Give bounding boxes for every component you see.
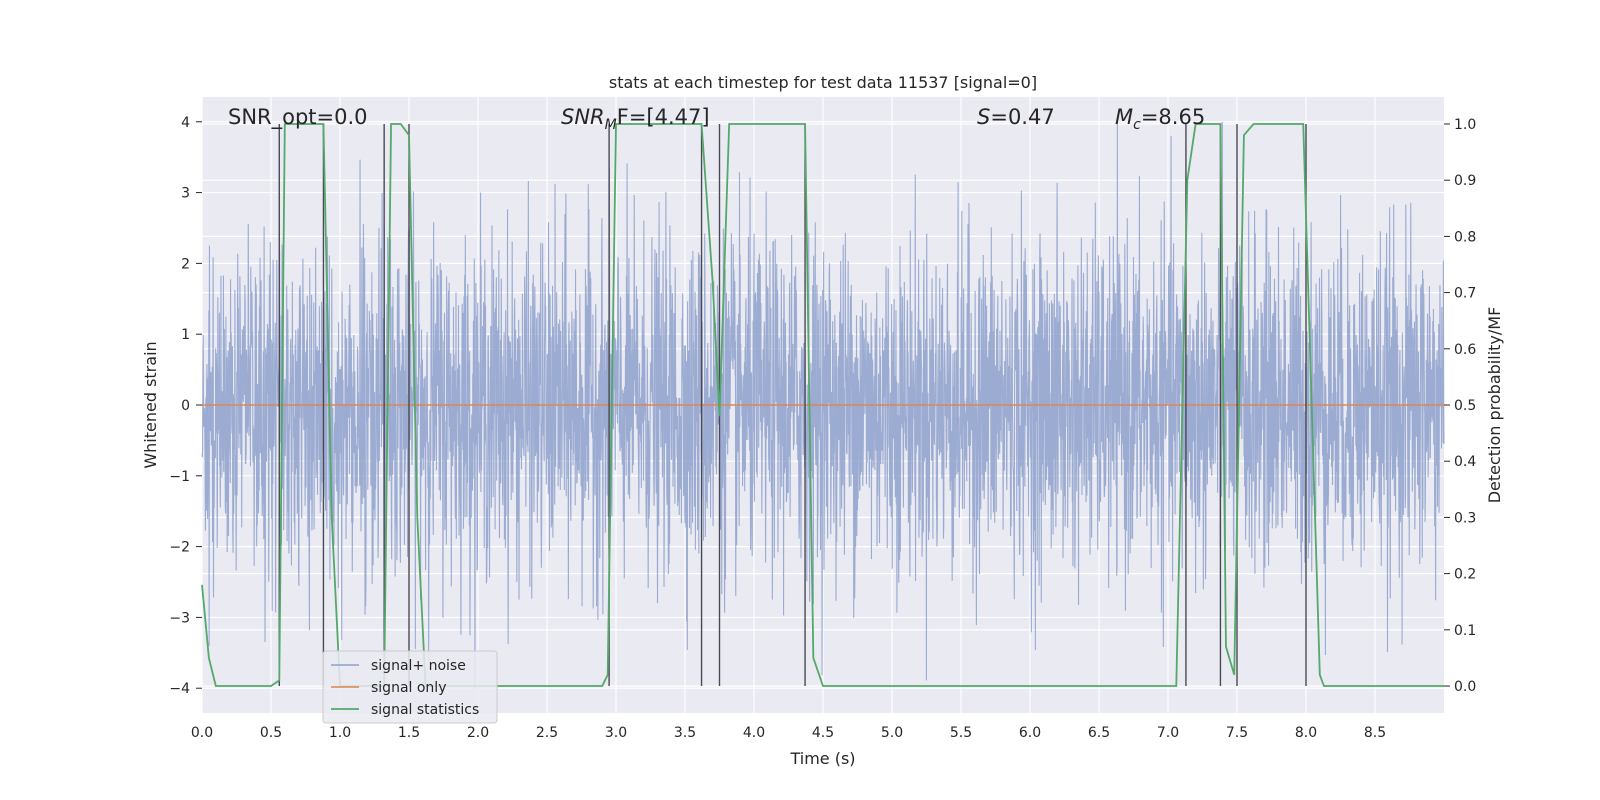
x-tick-label: 1.0	[329, 725, 351, 741]
legend-label-signal-statistics: signal statistics	[371, 702, 479, 718]
y2-tick-label: 0.2	[1454, 567, 1476, 583]
chart-title: stats at each timestep for test data 115…	[609, 73, 1037, 92]
y2-axis-ticks: 0.0 0.1 0.2 0.3 0.4 0.5 0.6 0.7 0.8 0.9 1.0	[1444, 117, 1476, 695]
x-tick-label: 7.5	[1226, 725, 1248, 741]
annotation-snr-opt: SNR_opt=0.0	[228, 105, 368, 130]
y2-tick-label: 0.5	[1454, 398, 1476, 414]
y-axis-label: Whitened strain	[141, 341, 160, 468]
annotation-mc-value: =8.65	[1141, 105, 1205, 129]
x-tick-label: 6.0	[1019, 725, 1041, 741]
y2-tick-label: 0.6	[1454, 342, 1476, 358]
y2-tick-label: 0.4	[1454, 454, 1476, 470]
y-tick-label: 4	[181, 115, 190, 131]
y-tick-label: −4	[169, 681, 190, 697]
y-tick-label: 1	[181, 327, 190, 343]
annotation-snr-mf: SNRMF=[4.47]	[561, 105, 710, 133]
y2-axis-label: Detection probability/MF	[1485, 307, 1504, 504]
y2-tick-label: 1.0	[1454, 117, 1476, 133]
y2-tick-label: 0.8	[1454, 229, 1476, 245]
y2-tick-label: 0.1	[1454, 623, 1476, 639]
y2-tick-label: 0.7	[1454, 286, 1476, 302]
annotation-mc-subscript: c	[1133, 117, 1141, 133]
annotation-s-stat: S=0.47	[977, 105, 1055, 129]
x-axis-ticks: 0.0 0.5 1.0 1.5 2.0 2.5 3.0 3.5 4.0 4.5 5.0 5.5 6.0 6…	[191, 725, 1386, 741]
y2-tick-label: 0.9	[1454, 173, 1476, 189]
y-tick-label: 3	[181, 186, 190, 202]
legend-label-signal-only: signal only	[371, 680, 446, 696]
legend-label-signal-noise: signal+ noise	[371, 658, 466, 674]
legend-box	[322, 650, 498, 724]
annotation-snr-mf-symbol: SNR	[561, 105, 605, 129]
y-tick-label: −1	[169, 469, 190, 485]
x-tick-label: 4.0	[743, 725, 765, 741]
x-tick-label: 4.5	[812, 725, 834, 741]
y-tick-label: 0	[181, 398, 190, 414]
x-tick-label: 5.5	[950, 725, 972, 741]
x-tick-label: 1.5	[398, 725, 420, 741]
y-axis-ticks: −4 −3 −2 −1 0 1 2 3 4	[169, 115, 202, 697]
annotation-snr-mf-subscript: M	[605, 117, 617, 133]
annotation-snr-mf-value: F=[4.47]	[617, 105, 710, 129]
x-tick-label: 8.5	[1364, 725, 1386, 741]
x-tick-label: 5.0	[881, 725, 903, 741]
x-tick-label: 0.5	[260, 725, 282, 741]
y2-tick-label: 0.3	[1454, 510, 1476, 526]
x-tick-label: 3.0	[605, 725, 627, 741]
legend: signal+ noise signal only signal statist…	[322, 650, 498, 724]
series-signal-statistics	[201, 123, 1444, 687]
annotation-s-value: =0.47	[990, 105, 1054, 129]
annotation-mc: Mc=8.65	[1115, 105, 1205, 133]
x-tick-label: 8.0	[1295, 725, 1317, 741]
x-tick-label: 2.5	[536, 725, 558, 741]
x-axis-label: Time (s)	[789, 749, 855, 768]
y2-tick-label: 0.0	[1454, 679, 1476, 695]
y-tick-label: 2	[181, 256, 190, 272]
annotation-mc-symbol: M	[1115, 105, 1133, 129]
y-tick-label: −3	[169, 610, 190, 626]
annotation-s-symbol: S	[977, 105, 990, 129]
x-tick-label: 2.0	[467, 725, 489, 741]
x-tick-label: 6.5	[1088, 725, 1110, 741]
y-tick-label: −2	[169, 540, 190, 556]
x-tick-label: 0.0	[191, 725, 213, 741]
x-tick-label: 7.0	[1157, 725, 1179, 741]
x-tick-label: 3.5	[674, 725, 696, 741]
